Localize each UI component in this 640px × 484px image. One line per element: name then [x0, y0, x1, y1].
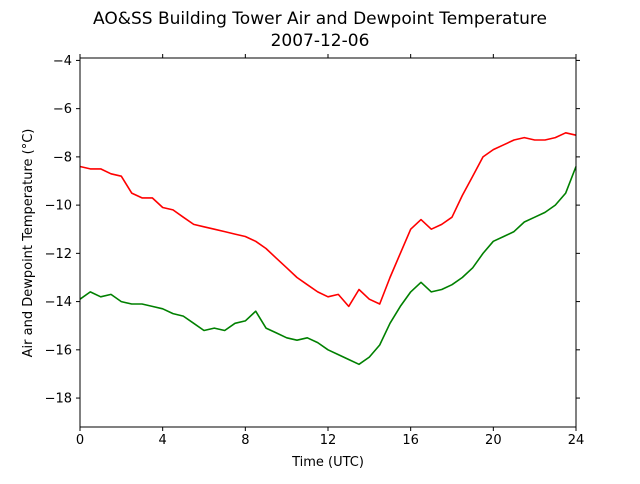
y-tick-label: −8: [53, 150, 72, 165]
y-axis-label: Air and Dewpoint Temperature (°C): [21, 129, 36, 358]
x-axis-label: Time (UTC): [291, 455, 364, 470]
chart-subtitle: 2007-12-06: [271, 31, 370, 51]
plot-area: 0 4 8 12 16 20 24 −18 −16 −14 −12 −10 −8 −6 −4: [45, 54, 585, 448]
x-tick-label: 4: [159, 433, 167, 448]
y-tick-label: −16: [45, 343, 72, 358]
x-tick-label: 8: [241, 433, 249, 448]
y-tick-label: −14: [45, 295, 72, 310]
x-tick-label: 12: [320, 433, 337, 448]
y-tick-label: −12: [45, 247, 72, 262]
y-tick-label: −10: [45, 199, 72, 214]
series-line-1: [79, 132, 577, 308]
x-tick-label: 0: [76, 433, 84, 448]
x-tick-label: 16: [402, 433, 419, 448]
y-tick-label: −4: [53, 54, 72, 69]
series-line-2: [79, 166, 577, 366]
y-tick-label: −6: [53, 102, 72, 117]
x-tick-label: 20: [485, 433, 502, 448]
x-tick-label: 24: [568, 433, 585, 448]
y-tick-label: −18: [45, 392, 72, 407]
chart-title: AO&SS Building Tower Air and Dewpoint Te…: [93, 9, 547, 29]
